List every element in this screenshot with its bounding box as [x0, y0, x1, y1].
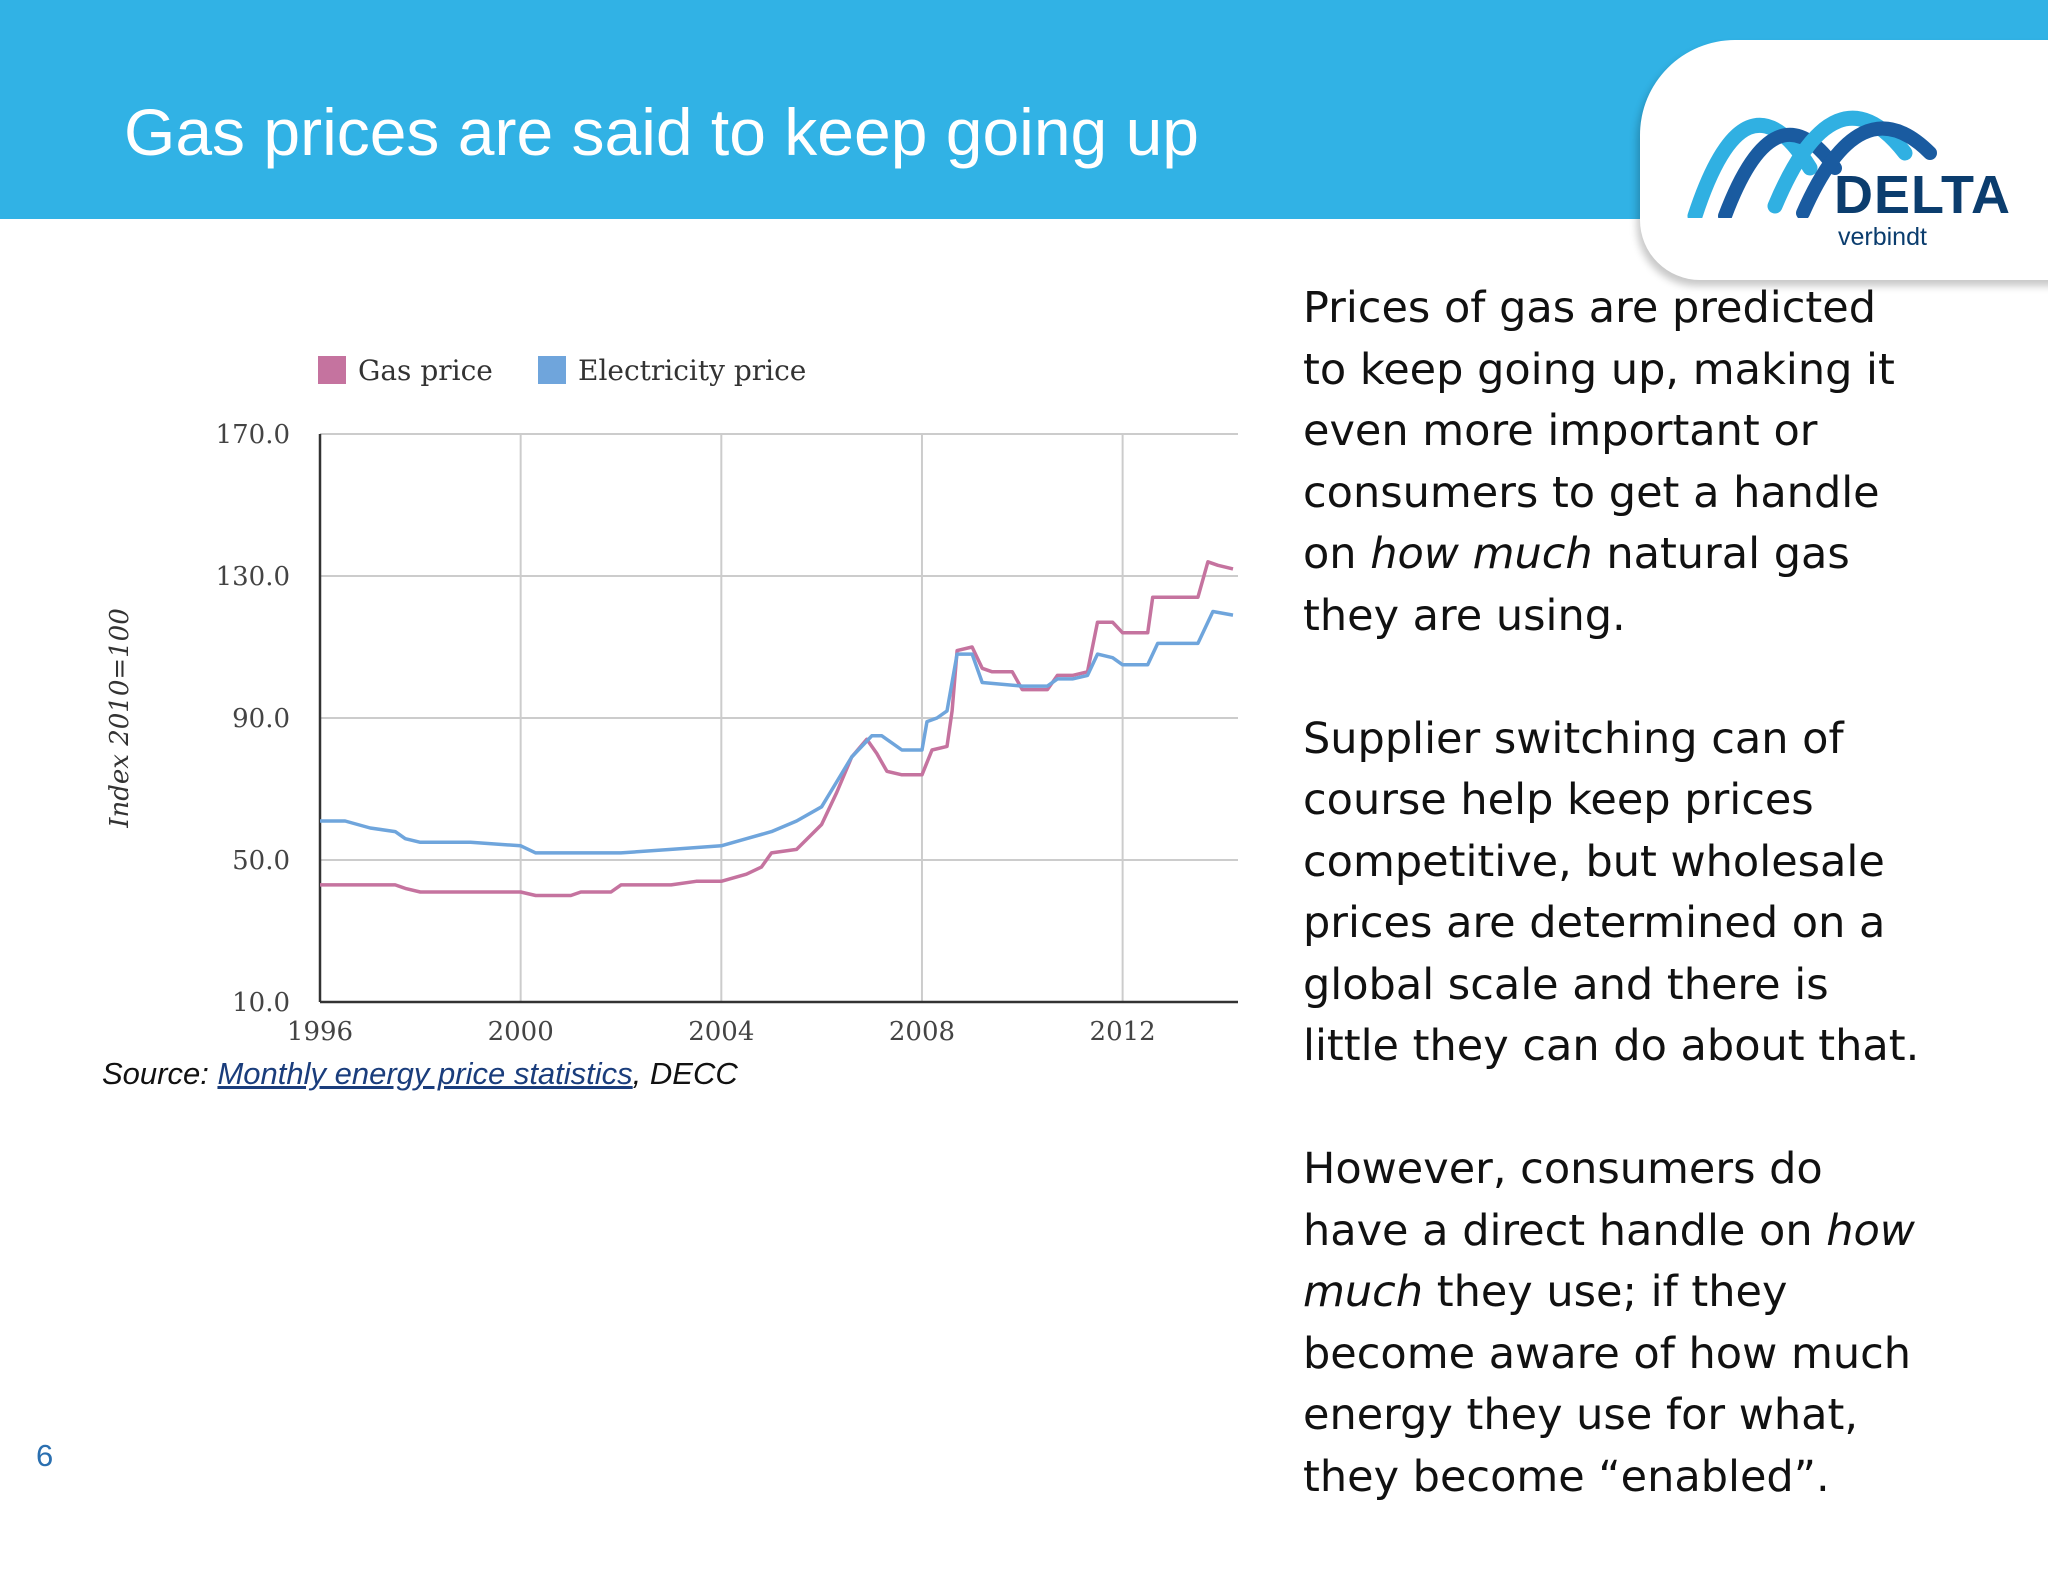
- emphasis-much: much: [1303, 1267, 1424, 1317]
- text-line: little they can do about that.: [1303, 1021, 1920, 1071]
- text-line: they become “enabled”.: [1303, 1451, 1830, 1502]
- text-line: have a direct handle on: [1303, 1205, 1827, 1256]
- chart-axes: [318, 434, 1238, 1004]
- logo-arc-dark: [1796, 121, 1937, 218]
- y-tick-label: 10.0: [232, 988, 290, 1018]
- y-tick-label: 130.0: [216, 562, 290, 592]
- y-tick-label: 50.0: [232, 846, 290, 876]
- x-tick-label: 2008: [889, 1017, 955, 1047]
- text-line: they are using.: [1303, 590, 1626, 641]
- chart-series: [320, 560, 1234, 898]
- source-prefix: Source:: [102, 1056, 218, 1091]
- series-line-gas: [320, 560, 1234, 898]
- paragraph-consumers-enabled: However, consumers do have a direct hand…: [1303, 1139, 2023, 1508]
- text-line: they use; if they: [1423, 1267, 1788, 1317]
- text-line: However, consumers do: [1303, 1144, 1823, 1194]
- logo-name: DELTA: [1834, 165, 2011, 225]
- text-line: consumers to get a handle: [1303, 467, 1880, 518]
- chart-legend: Gas price Electricity price: [318, 354, 806, 387]
- paragraph-gas-prices: Prices of gas are predicted to keep goin…: [1303, 278, 2023, 647]
- emphasis-how-much: how much: [1370, 529, 1593, 579]
- y-tick-label: 170.0: [216, 420, 290, 450]
- text-line: competitive, but wholesale: [1303, 836, 1885, 887]
- x-tick-label: 2000: [488, 1017, 554, 1047]
- series-line-electricity: [320, 609, 1234, 855]
- text-line: Prices of gas are predicted: [1303, 283, 1876, 333]
- legend-swatch: [538, 356, 566, 384]
- x-tick-label: 2012: [1090, 1017, 1156, 1047]
- page-number: 6: [36, 1438, 54, 1473]
- delta-arcs-logo-icon: [1687, 110, 1937, 218]
- text-line: course help keep prices: [1303, 775, 1814, 825]
- y-axis-label: Index 2010=100: [105, 608, 135, 829]
- text-line: even more important or: [1303, 406, 1818, 456]
- x-tick-label: 1996: [287, 1017, 353, 1047]
- body-text: Prices of gas are predicted to keep goin…: [1303, 278, 2023, 1570]
- source-caption: Source: Monthly energy price statistics,…: [102, 1056, 738, 1092]
- chart-grid: [320, 433, 1238, 1002]
- logo-arc-dark: [1718, 127, 1842, 218]
- text-line: become aware of how much: [1303, 1328, 1911, 1379]
- logo-tagline: verbindt: [1838, 223, 1927, 251]
- legend-label: Electricity price: [578, 354, 806, 387]
- text-line: prices are determined on a: [1303, 898, 1886, 948]
- text-line: natural gas: [1592, 529, 1850, 579]
- source-link[interactable]: Monthly energy price statistics: [217, 1056, 633, 1091]
- paragraph-supplier-switching: Supplier switching can of course help ke…: [1303, 709, 2023, 1078]
- text-line: Supplier switching can of: [1303, 713, 1844, 764]
- legend-label: Gas price: [358, 354, 493, 387]
- slide-title: Gas prices are said to keep going up: [124, 95, 1199, 169]
- text-line: to keep going up, making it: [1303, 344, 1895, 395]
- text-line: on: [1303, 529, 1371, 579]
- y-tick-label: 90.0: [232, 704, 290, 734]
- text-line: energy they use for what,: [1303, 1390, 1859, 1440]
- source-suffix: , DECC: [632, 1056, 738, 1091]
- x-tick-label: 2004: [688, 1017, 754, 1047]
- legend-swatch: [318, 356, 346, 384]
- logo-arc-light: [1687, 118, 1818, 218]
- text-line: global scale and there is: [1303, 959, 1829, 1010]
- emphasis-how: how: [1826, 1205, 1915, 1256]
- logo-tab: [1640, 40, 2048, 280]
